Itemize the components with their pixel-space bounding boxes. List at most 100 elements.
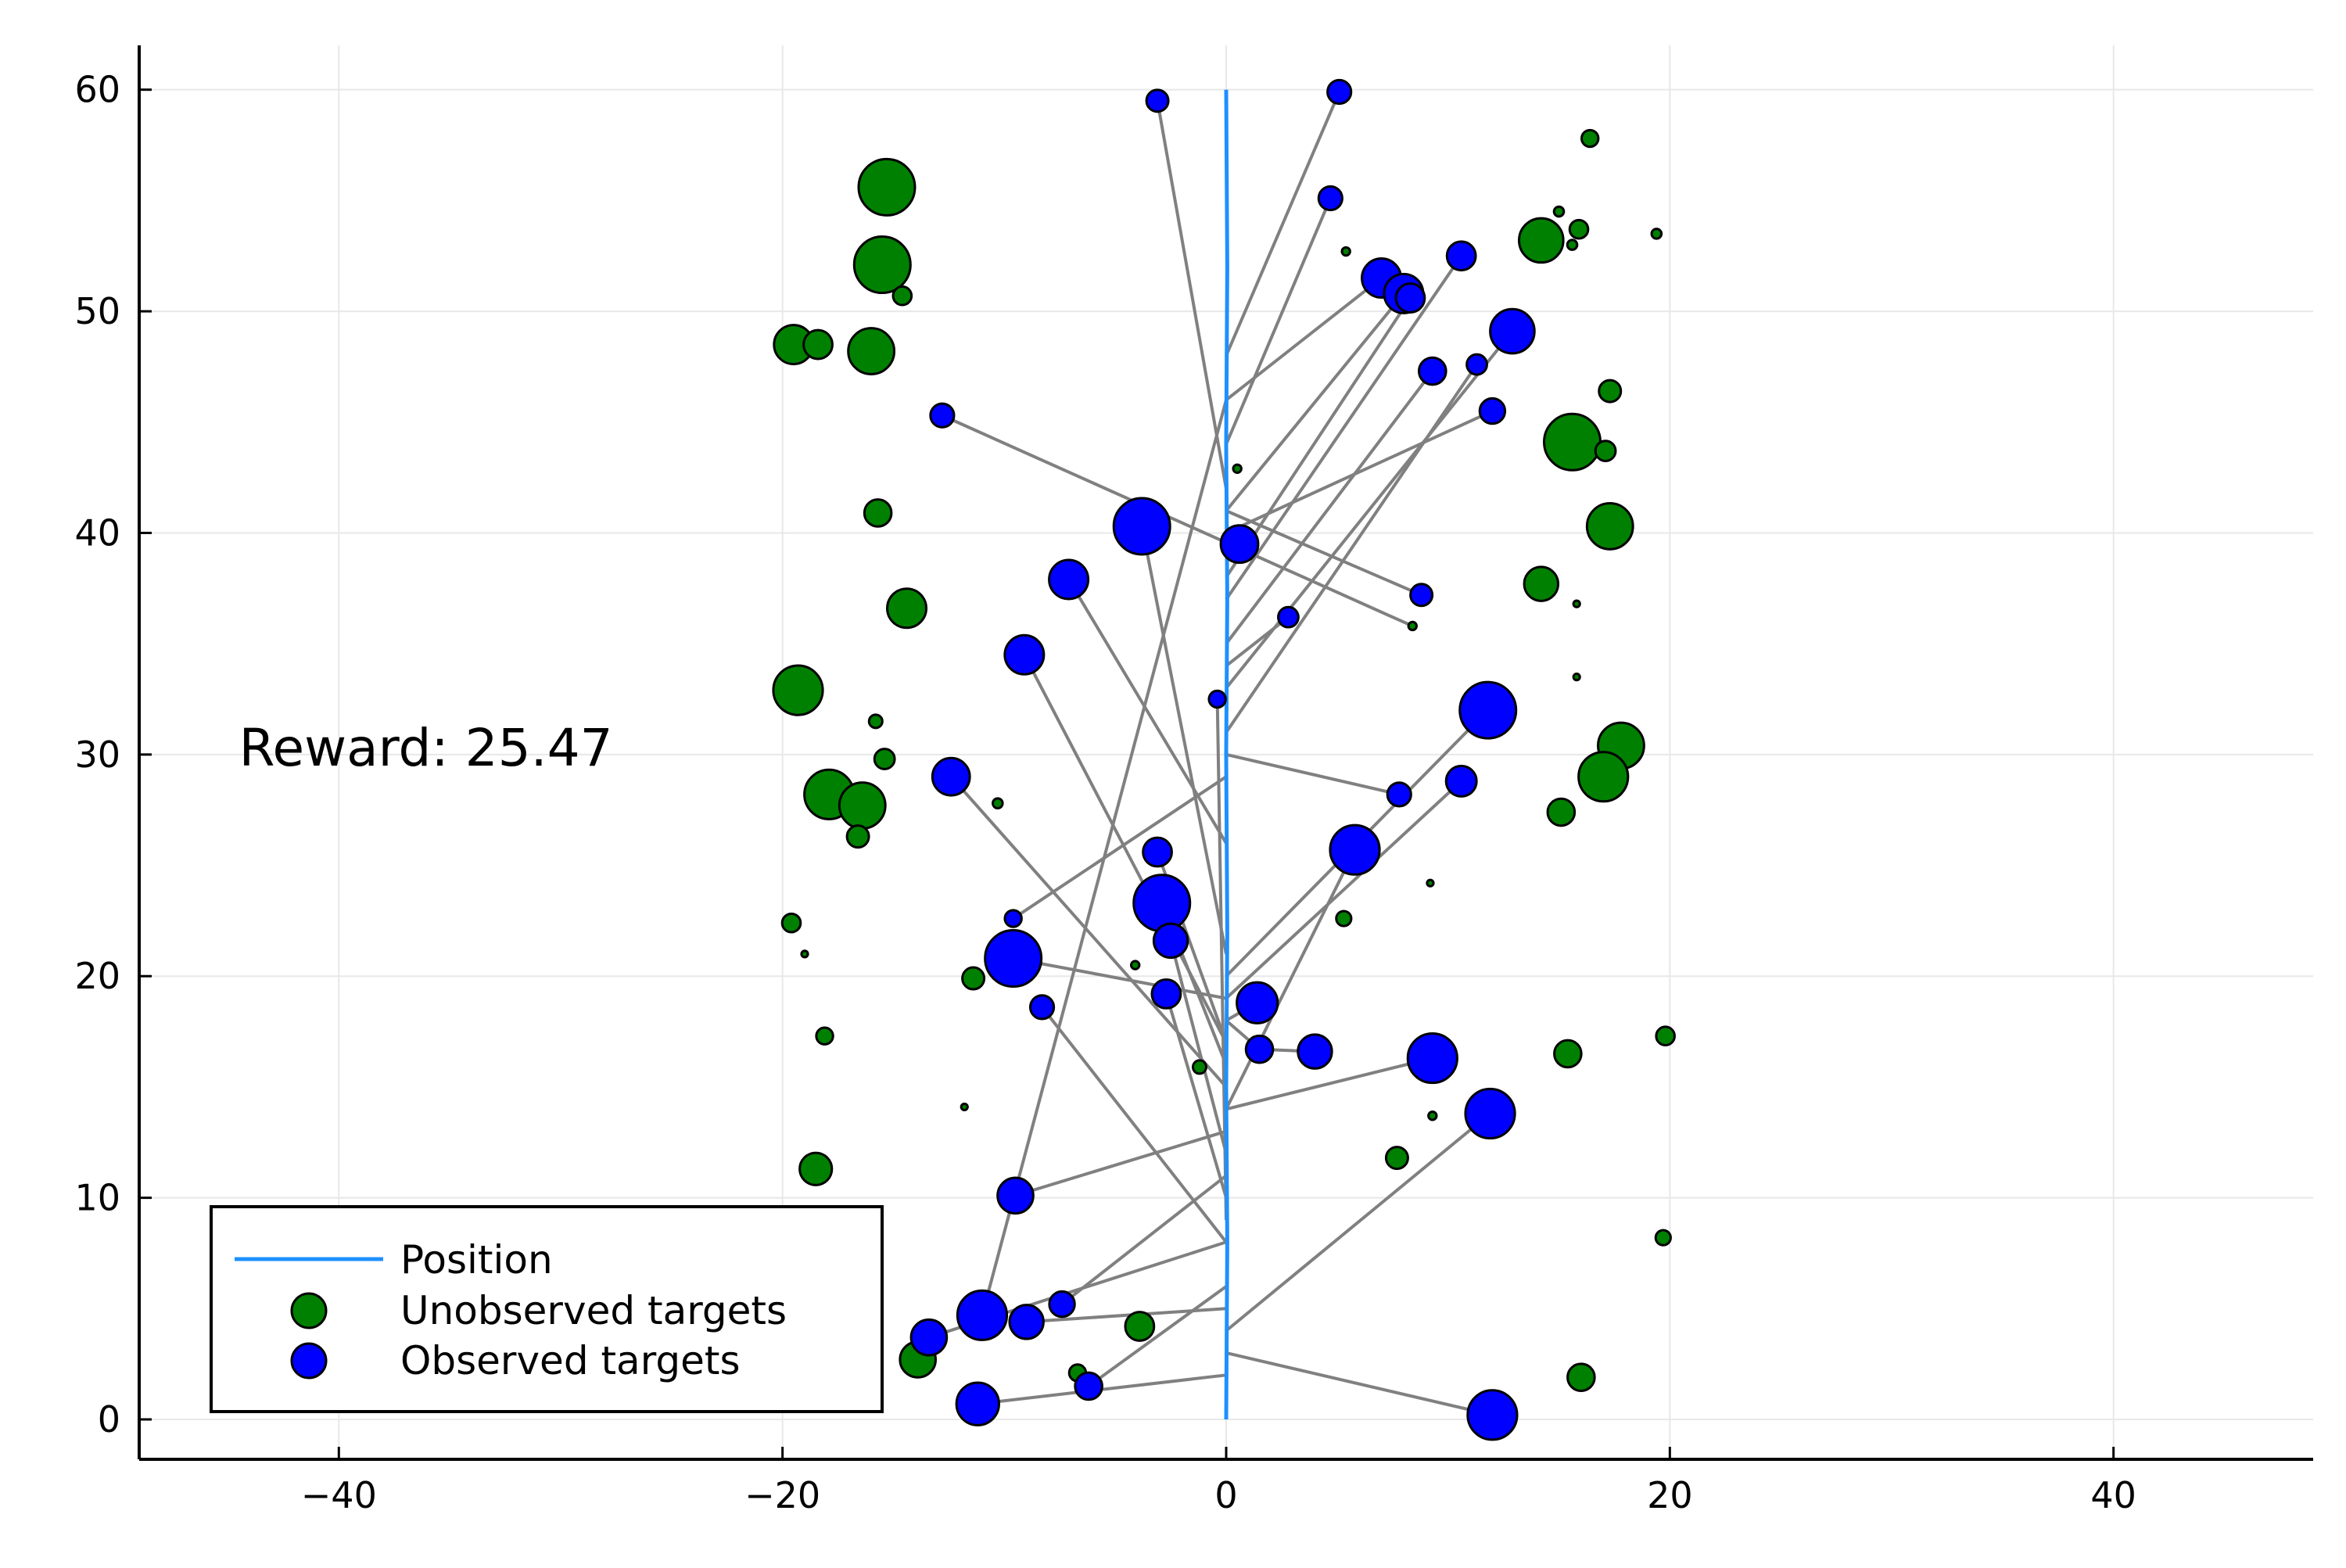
observed-target-point (931, 756, 971, 797)
observed-target-point (1003, 633, 1046, 676)
observed-target-point (1150, 978, 1182, 1010)
unobserved-target-point (867, 713, 884, 730)
observed-target-point (1386, 781, 1412, 808)
observation-link (1225, 1351, 1493, 1417)
unobserved-target-point (847, 327, 896, 375)
observed-target-point (1394, 282, 1426, 314)
unobserved-target-point (857, 157, 917, 217)
unobserved-target-point (1585, 502, 1634, 551)
observed-target-point (909, 1318, 949, 1357)
observation-link (1225, 509, 1422, 597)
y-tick-label: 20 (74, 955, 120, 997)
observed-target-point (1074, 1371, 1103, 1401)
observed-target-point (1008, 1304, 1045, 1340)
unobserved-target-point (1598, 379, 1623, 404)
observation-link (1225, 1057, 1433, 1111)
observed-target-point (1297, 1033, 1333, 1070)
unobserved-target-point (1426, 878, 1435, 888)
observation-link (949, 775, 1228, 1089)
observation-link (1014, 1129, 1227, 1197)
unobserved-target-point (1427, 1111, 1438, 1121)
x-tick-label: −40 (301, 1474, 377, 1516)
unobserved-target-point (1594, 440, 1617, 462)
observation-link (942, 414, 1414, 628)
reward-annotation: Reward: 25.47 (239, 718, 613, 778)
observed-target-point (1152, 922, 1189, 960)
unobserved-target-point (852, 235, 912, 295)
observation-link (1169, 940, 1228, 1154)
observed-target-point (955, 1381, 1000, 1426)
observation-link (1164, 993, 1228, 1199)
observation-link (1040, 1006, 1228, 1243)
observed-target-point (1465, 353, 1488, 376)
observed-target-point (1244, 1034, 1275, 1064)
unobserved-target-point (891, 285, 913, 307)
unobserved-target-point (1335, 910, 1353, 928)
unobserved-target-point (1654, 1229, 1672, 1247)
observed-target-point (1317, 185, 1343, 212)
observed-target-point (1409, 583, 1434, 608)
legend-label-observed: Observed targets (400, 1338, 741, 1383)
x-tick-label: 40 (2090, 1474, 2136, 1516)
unobserved-target-point (1523, 565, 1560, 602)
observation-link (1067, 578, 1228, 845)
observation-links (928, 91, 1514, 1417)
observed-target-point (1277, 605, 1300, 629)
unobserved-target-point (873, 748, 896, 770)
legend-observed-swatch (290, 1342, 328, 1380)
observed-target-point (1236, 981, 1279, 1024)
unobserved-target-point (838, 781, 887, 830)
unobserved-target-point (1518, 217, 1565, 264)
observed-target-point (1466, 1389, 1519, 1441)
y-tick-label: 40 (74, 511, 120, 554)
observed-target-point (929, 402, 956, 429)
unobserved-target-point (1580, 128, 1600, 149)
unobserved-target-point (1407, 620, 1418, 632)
observed-target-point (1003, 909, 1023, 928)
y-tick-label: 30 (74, 734, 120, 776)
unobserved-target-point (1191, 1059, 1207, 1075)
unobserved-target-point (800, 949, 809, 959)
observed-target-point (956, 1289, 1009, 1341)
observation-link (1140, 526, 1228, 955)
legend-unobserved-swatch (290, 1292, 328, 1329)
position-line-group (1224, 89, 1229, 1420)
unobserved-target-point (863, 498, 893, 528)
unobserved-target-point (960, 1102, 969, 1112)
unobserved-target-point (1572, 599, 1581, 608)
observed-target-point (1145, 88, 1170, 113)
observation-link (1013, 956, 1227, 1000)
unobserved-target-point (992, 797, 1004, 809)
observation-link (1225, 363, 1479, 734)
observed-points (909, 78, 1536, 1441)
y-tick-label: 50 (74, 290, 120, 332)
unobserved-target-point (961, 966, 986, 991)
axes: −40 −20 0 20 40 0 10 20 30 40 50 60 (74, 45, 2313, 1516)
observation-link (1225, 780, 1463, 1000)
observation-link (1225, 1112, 1491, 1333)
unobserved-target-point (1340, 246, 1351, 257)
observation-link (1087, 1285, 1228, 1388)
legend-label-position: Position (400, 1237, 553, 1283)
unobserved-target-point (1232, 463, 1243, 474)
observation-link (1225, 276, 1383, 401)
unobserved-target-point (1546, 797, 1577, 827)
unobserved-target-point (1553, 1039, 1583, 1069)
observed-target-point (1445, 240, 1477, 272)
observed-target-point (1478, 396, 1507, 425)
observation-link (1225, 292, 1405, 512)
unobserved-target-point (1566, 1362, 1596, 1392)
observation-link (1225, 615, 1290, 668)
unobserved-target-point (1384, 1146, 1409, 1171)
observation-link (1225, 752, 1400, 796)
y-tick-label: 10 (74, 1177, 120, 1219)
observed-target-point (1458, 680, 1518, 740)
observed-target-point (1418, 356, 1447, 386)
unobserved-target-point (798, 1151, 834, 1186)
unobserved-target-point (815, 1026, 834, 1046)
unobserved-target-point (780, 912, 802, 934)
unobserved-target-point (1655, 1025, 1676, 1047)
unobserved-target-point (1543, 412, 1602, 472)
